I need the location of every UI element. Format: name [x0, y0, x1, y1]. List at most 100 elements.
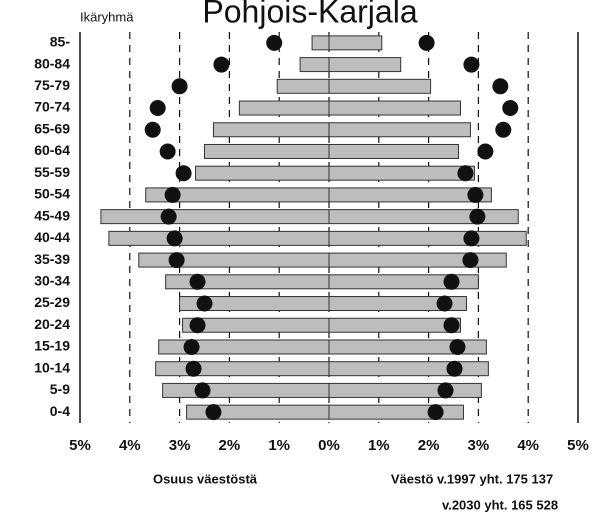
dot [469, 208, 486, 225]
bar [212, 122, 330, 138]
bar [328, 35, 383, 51]
dot [477, 143, 494, 160]
bar [328, 361, 489, 377]
dot [492, 78, 509, 95]
dot [463, 230, 480, 247]
bar [276, 78, 330, 94]
y-tick-label: 50-54 [34, 186, 70, 202]
bar [328, 317, 461, 333]
y-tick-label: 55-59 [34, 164, 70, 180]
y-tick-label: 80-84 [34, 55, 70, 71]
bar [328, 187, 492, 203]
y-tick-label: 70-74 [34, 99, 70, 115]
dot [467, 186, 484, 203]
bar [162, 382, 330, 398]
x-tick-label: 5% [69, 437, 91, 454]
x-tick-label: 1% [268, 437, 290, 454]
bar [328, 209, 519, 225]
dot [449, 338, 466, 355]
dot [443, 273, 460, 290]
x-tick-label: 4% [517, 437, 539, 454]
dot [446, 360, 463, 377]
dot [185, 360, 202, 377]
dot [149, 100, 166, 117]
dot [213, 56, 230, 73]
x-tick-label: 5% [567, 437, 589, 454]
y-tick-label: 75-79 [34, 77, 70, 93]
dot [166, 230, 183, 247]
dot [189, 317, 206, 334]
dot [159, 143, 176, 160]
x-tick-label: 1% [368, 437, 390, 454]
bar [328, 296, 467, 312]
bar [311, 35, 330, 51]
bar [204, 143, 330, 159]
annotation: Väestö v.1997 yht. 175 137 [391, 471, 553, 486]
dot [189, 273, 206, 290]
x-tick-label: 3% [468, 437, 490, 454]
y-tick-label: 35-39 [34, 251, 70, 267]
x-axis-label: Osuus väestöstä [153, 471, 258, 486]
dot [196, 295, 213, 312]
bar [328, 57, 402, 73]
bar [328, 143, 459, 159]
x-tick-label: 4% [119, 437, 141, 454]
dot [183, 338, 200, 355]
dot [266, 34, 283, 51]
dot [418, 34, 435, 51]
bar [100, 209, 330, 225]
y-tick-label: 40-44 [34, 229, 70, 245]
dot [436, 295, 453, 312]
dot [194, 382, 211, 399]
dot [443, 317, 460, 334]
y-tick-label: 85- [50, 34, 71, 50]
annotation: v.2030 yht. 165 528 [442, 497, 558, 512]
dot [502, 100, 519, 117]
y-tick-label: 30-34 [34, 273, 70, 289]
dot [175, 165, 192, 182]
dot [437, 382, 454, 399]
dot [463, 56, 480, 73]
y-tick-label: 65-69 [34, 120, 70, 136]
y-tick-label: 60-64 [34, 142, 70, 158]
y-axis-label: Ikäryhmä [80, 9, 134, 24]
dot [205, 404, 222, 421]
bar [328, 100, 461, 116]
bar [328, 252, 507, 268]
x-tick-label: 0% [318, 437, 340, 454]
bar [328, 122, 471, 138]
bar [238, 100, 330, 116]
bar [328, 78, 432, 94]
bar [328, 339, 487, 355]
dot [457, 165, 474, 182]
dot [160, 208, 177, 225]
dot [495, 121, 512, 138]
y-tick-label: 0-4 [50, 403, 70, 419]
x-tick-label: 2% [418, 437, 440, 454]
chart-title: Pohjois-Karjala [202, 0, 417, 29]
y-tick-label: 25-29 [34, 294, 70, 310]
y-tick-label: 10-14 [34, 359, 70, 375]
bar [195, 165, 330, 181]
bar [155, 361, 330, 377]
bar [108, 230, 330, 246]
bar [328, 230, 527, 246]
dot [462, 252, 479, 269]
bar [328, 274, 479, 290]
x-tick-label: 3% [169, 437, 191, 454]
y-tick-label: 45-49 [34, 207, 70, 223]
dot [171, 78, 188, 95]
bar [299, 57, 330, 73]
dot [144, 121, 161, 138]
x-tick-label: 2% [219, 437, 241, 454]
y-tick-label: 20-24 [34, 316, 70, 332]
dot [168, 252, 185, 269]
bar [328, 382, 482, 398]
y-tick-label: 15-19 [34, 338, 70, 354]
dot [164, 186, 181, 203]
y-tick-label: 5-9 [50, 381, 70, 397]
dot [427, 404, 444, 421]
bar [328, 165, 475, 181]
bar [138, 252, 330, 268]
